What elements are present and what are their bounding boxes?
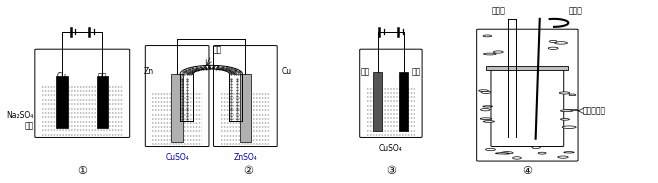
Ellipse shape: [555, 42, 567, 44]
Text: ④: ④: [522, 166, 532, 176]
Text: 溶液: 溶液: [24, 122, 34, 130]
FancyBboxPatch shape: [476, 29, 578, 161]
Bar: [240, 74, 251, 142]
Ellipse shape: [480, 109, 490, 111]
Ellipse shape: [486, 148, 495, 151]
Text: ③: ③: [386, 166, 396, 176]
Text: CuSO₄: CuSO₄: [165, 153, 189, 162]
Text: 石墨: 石墨: [98, 72, 107, 81]
Text: 粗铜: 粗铜: [412, 67, 421, 76]
Bar: [171, 74, 183, 142]
Bar: [57, 76, 68, 128]
Bar: [399, 72, 409, 131]
Bar: [97, 76, 109, 128]
Ellipse shape: [538, 152, 546, 154]
Text: Cu: Cu: [282, 67, 292, 76]
Text: ZnSO₄: ZnSO₄: [234, 153, 257, 162]
Ellipse shape: [484, 53, 496, 55]
Ellipse shape: [561, 119, 569, 120]
Text: 搅拌棒: 搅拌棒: [569, 6, 582, 15]
Bar: [486, 66, 569, 70]
FancyBboxPatch shape: [145, 46, 209, 147]
Ellipse shape: [478, 90, 488, 92]
Ellipse shape: [480, 118, 492, 119]
Bar: [373, 72, 382, 131]
Ellipse shape: [569, 94, 576, 96]
Text: 精铜: 精铜: [361, 67, 370, 76]
Ellipse shape: [483, 106, 492, 107]
Ellipse shape: [558, 156, 569, 158]
Text: 温度计: 温度计: [492, 6, 506, 15]
Text: ②: ②: [243, 166, 253, 176]
Ellipse shape: [494, 51, 503, 53]
Text: Zn: Zn: [143, 67, 154, 76]
Text: Na₂SO₄: Na₂SO₄: [7, 111, 34, 120]
Ellipse shape: [484, 121, 494, 122]
FancyBboxPatch shape: [213, 46, 277, 147]
Ellipse shape: [564, 152, 574, 153]
Ellipse shape: [481, 91, 491, 94]
Ellipse shape: [501, 152, 513, 154]
Ellipse shape: [561, 110, 572, 112]
Ellipse shape: [483, 35, 492, 37]
Ellipse shape: [548, 47, 558, 49]
Text: ①: ①: [77, 166, 88, 176]
Ellipse shape: [532, 147, 540, 148]
Text: 碎泡沫塑料: 碎泡沫塑料: [582, 106, 606, 115]
Ellipse shape: [549, 40, 557, 42]
FancyBboxPatch shape: [491, 70, 564, 147]
Text: Cu: Cu: [57, 72, 67, 81]
Ellipse shape: [562, 126, 576, 128]
Text: 盐桥: 盐桥: [213, 45, 222, 55]
Ellipse shape: [559, 92, 570, 94]
Ellipse shape: [513, 157, 521, 159]
Ellipse shape: [495, 153, 509, 154]
Ellipse shape: [565, 109, 578, 111]
FancyBboxPatch shape: [35, 49, 130, 137]
FancyBboxPatch shape: [360, 49, 422, 137]
Text: CuSO₄: CuSO₄: [379, 144, 403, 153]
